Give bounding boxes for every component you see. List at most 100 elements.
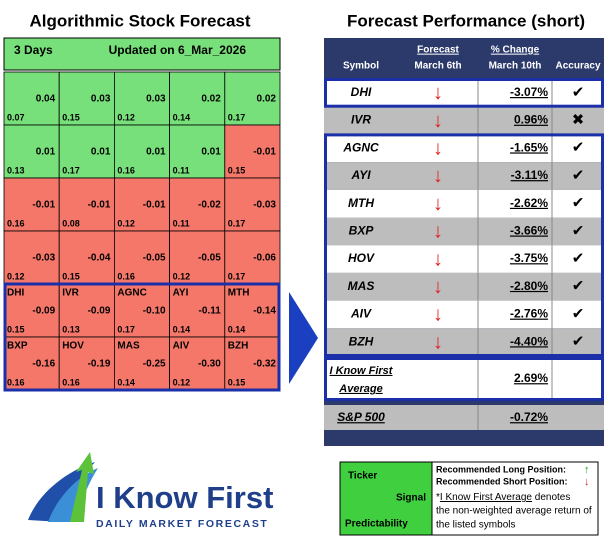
cell-predictability: 0.12: [7, 271, 25, 281]
cell-signal: 0.01: [201, 147, 221, 158]
table-row: [324, 162, 604, 190]
cell-signal: -0.19: [88, 359, 111, 370]
cell-symbol: MAS: [117, 341, 140, 352]
cell-predictability: 0.17: [117, 324, 135, 334]
cell-predictability: 0.07: [7, 112, 25, 122]
cell-predictability: 0.17: [62, 165, 80, 175]
forecast-cell: [169, 283, 226, 338]
cell-symbol: IVR: [62, 288, 79, 299]
cell-predictability: 0.11: [173, 218, 190, 228]
row-forecast: ↓: [433, 110, 443, 132]
table-row: [324, 189, 604, 218]
row-forecast: ↓: [433, 221, 443, 243]
row-change: -3.07%: [510, 85, 548, 99]
row-forecast: ↓: [433, 82, 443, 104]
row-symbol: AGNC: [342, 140, 379, 154]
cell-signal: -0.16: [32, 359, 55, 370]
cell-signal: -0.32: [253, 359, 276, 370]
row-change: -3.75%: [510, 251, 548, 265]
cell-symbol: HOV: [62, 341, 84, 352]
cell-signal: -0.05: [198, 253, 221, 264]
cell-predictability: 0.17: [228, 112, 246, 122]
cell-predictability: 0.15: [62, 112, 80, 122]
cell-predictability: 0.15: [228, 377, 246, 387]
cell-symbol: AYI: [173, 288, 189, 299]
logo: I Know First DAILY MARKET FORECAST: [28, 452, 273, 530]
row-symbol: AIV: [350, 307, 372, 321]
highlight-box: [324, 78, 604, 108]
legend-note: *I Know First Average denotes: [436, 492, 570, 503]
row-symbol: IVR: [351, 113, 371, 127]
cell-symbol: BXP: [7, 341, 28, 352]
cell-predictability: 0.15: [7, 324, 25, 334]
forecast-cell: [3, 230, 60, 285]
legend-short: Recommended Short Position:: [436, 476, 568, 486]
legend-sample: [339, 461, 433, 536]
cell-predictability: 0.12: [117, 112, 135, 122]
header-accuracy: Accuracy: [555, 61, 600, 72]
table-row: [324, 272, 604, 301]
row-symbol: HOV: [348, 251, 375, 265]
cell-predictability: 0.14: [117, 377, 135, 387]
updated: Updated on 6_Mar_2026: [109, 43, 247, 57]
cell-signal: 0.01: [146, 147, 166, 158]
cell-predictability: 0.12: [117, 218, 135, 228]
row-forecast: ↓: [433, 304, 443, 326]
horizon: 3 Days: [14, 43, 53, 57]
table-row: [324, 79, 604, 107]
logo-swoosh: [28, 462, 95, 522]
cell-predictability: 0.16: [117, 271, 135, 281]
forecast-cell: [3, 177, 60, 232]
cell-signal: -0.03: [253, 200, 276, 211]
row-change: -2.76%: [510, 307, 548, 321]
cell-signal: -0.01: [253, 147, 276, 158]
forecast-cell: [169, 124, 226, 179]
cell-signal: 0.04: [36, 94, 56, 105]
row-forecast: ↓: [433, 276, 443, 298]
note-text: denotes: [532, 492, 570, 503]
row-accuracy: ✔: [572, 139, 585, 156]
cell-signal: -0.01: [88, 200, 111, 211]
row-forecast: ↓: [433, 331, 443, 353]
average-label: Average: [338, 383, 382, 395]
cell-signal: 0.02: [201, 94, 221, 105]
note-link: I Know First Average: [440, 492, 533, 503]
legend-long: Recommended Long Position:: [436, 464, 566, 474]
forecast-cell: [114, 71, 171, 126]
row-change: -2.80%: [510, 279, 548, 293]
row-change: -1.65%: [510, 140, 548, 154]
cell-signal: -0.05: [143, 253, 166, 264]
forecast-cell: [3, 71, 60, 126]
cell-signal: -0.11: [199, 306, 222, 317]
row-symbol: MAS: [348, 279, 375, 293]
cell-signal: 0.01: [91, 147, 111, 158]
cell-signal: -0.01: [32, 200, 55, 211]
row-accuracy: ✔: [572, 333, 585, 350]
cell-signal: 0.03: [91, 94, 111, 105]
cell-signal: -0.04: [88, 253, 111, 264]
row-change: -3.66%: [510, 224, 548, 238]
header-forecast-date: March 6th: [414, 61, 461, 72]
cell-signal: -0.06: [253, 253, 276, 264]
cell-predictability: 0.14: [173, 324, 191, 334]
row-accuracy: ✔: [572, 195, 585, 212]
cell-signal: -0.30: [198, 359, 221, 370]
cell-predictability: 0.15: [228, 165, 246, 175]
cell-predictability: 0.16: [117, 165, 135, 175]
cell-predictability: 0.13: [62, 324, 80, 334]
cell-signal: 0.03: [146, 94, 166, 105]
average-change: 2.69%: [514, 371, 548, 385]
cell-signal: -0.09: [32, 306, 55, 317]
cell-predictability: 0.14: [228, 324, 246, 334]
benchmark-change: -0.72%: [510, 410, 548, 424]
row-accuracy: ✔: [572, 250, 585, 267]
cell-signal: -0.01: [143, 200, 166, 211]
row-symbol: AYI: [350, 168, 371, 182]
table-row: [324, 217, 604, 246]
cell-predictability: 0.08: [62, 218, 80, 228]
table-row: [324, 106, 604, 135]
cell-signal: -0.14: [253, 306, 276, 317]
row-symbol: BXP: [349, 224, 375, 238]
table-row: [324, 134, 604, 163]
